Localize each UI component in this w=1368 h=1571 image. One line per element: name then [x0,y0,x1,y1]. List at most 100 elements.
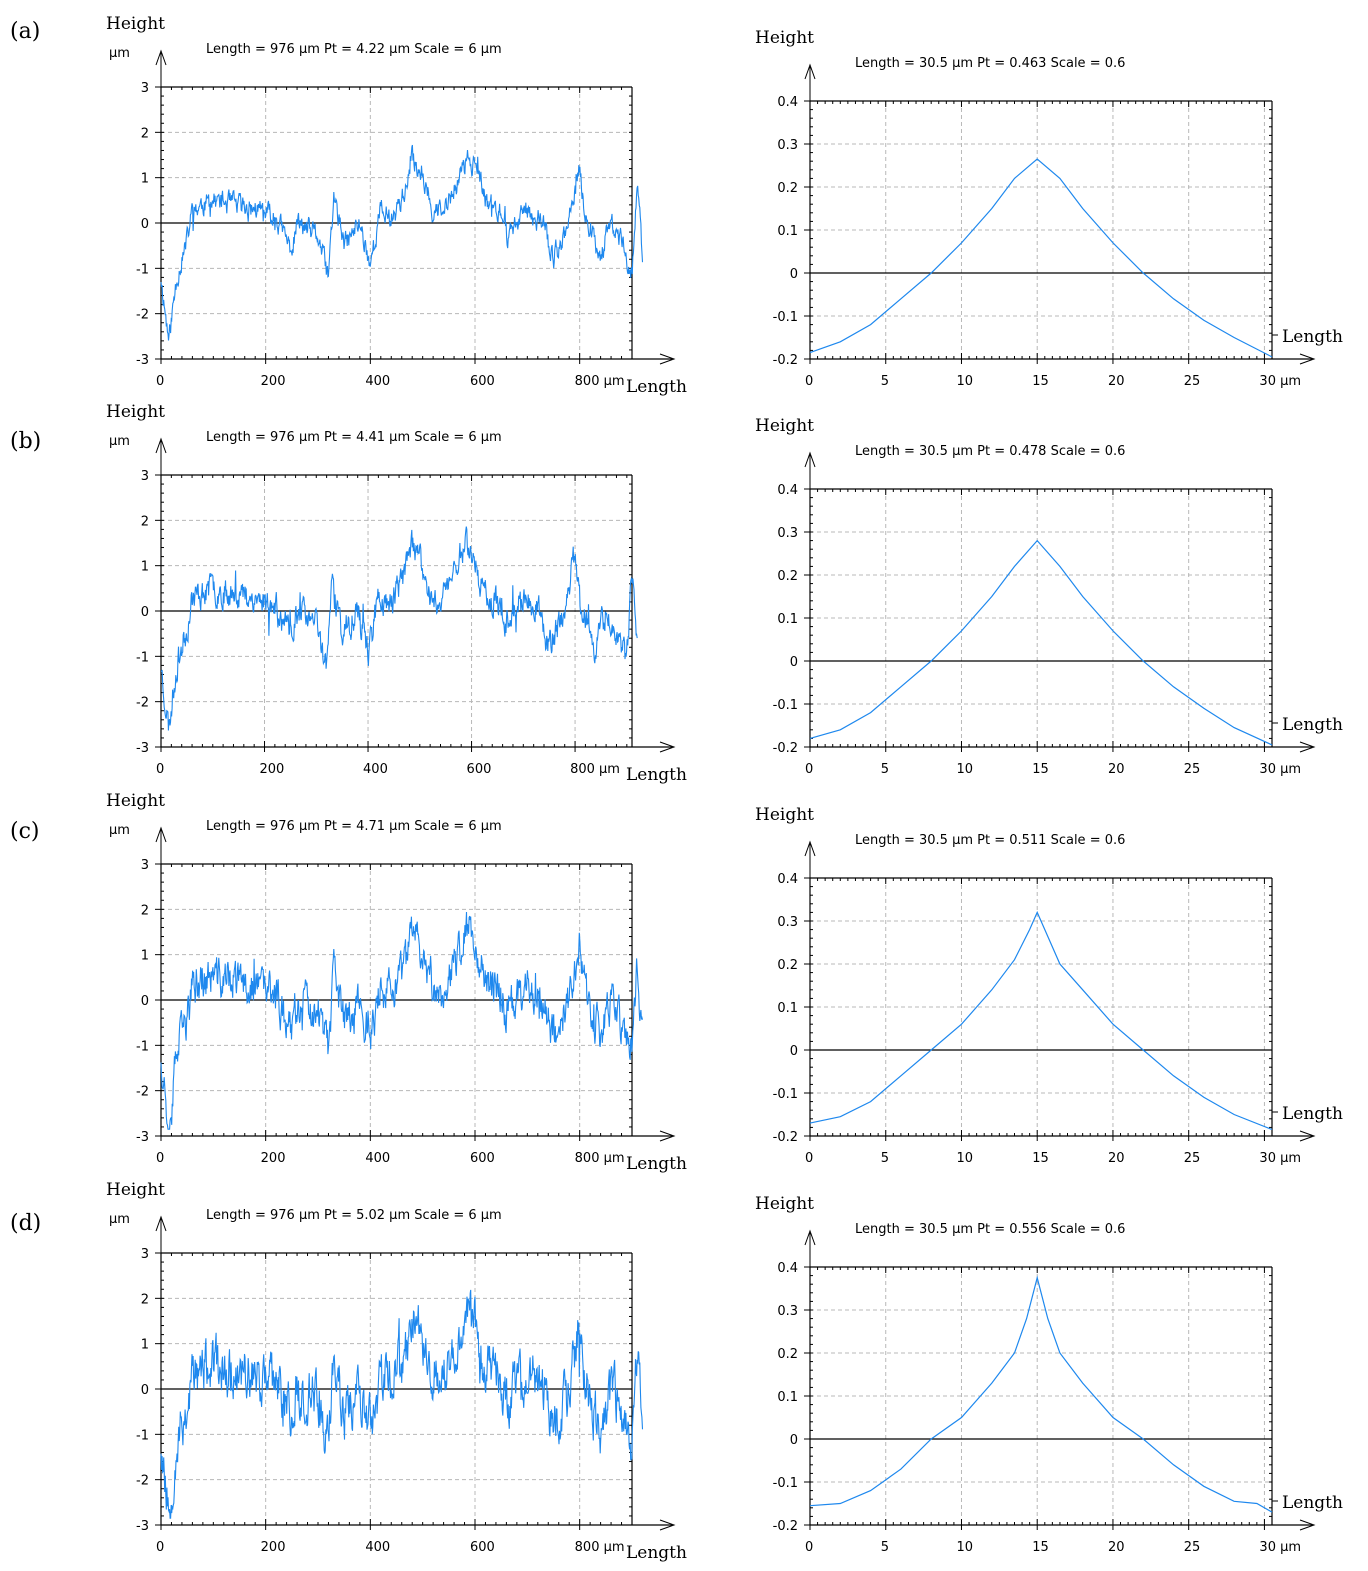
series-line [809,539,1273,746]
x-axis-arrow [659,1519,676,1531]
y-tick-label: 0.2 [777,1347,798,1362]
x-tick-label: 5 [881,762,889,777]
y-tick-label: 3 [141,469,149,484]
x-tick-label: 15 [1032,1540,1049,1555]
y-tick-label: -1 [136,262,149,277]
y-axis-title: Height [106,1180,165,1200]
x-axis-arrow [659,741,676,753]
x-tick-label: 15 [1032,374,1049,389]
chart-header: Length = 30.5 µm Pt = 0.556 Scale = 0.6 [855,1222,1125,1237]
y-tick-label: -0.1 [773,698,798,713]
x-tick-label: 5 [881,1540,889,1555]
y-tick-label: 1 [141,949,149,964]
y-tick-label: 2 [141,126,149,141]
y-tick-label: 0 [141,605,149,620]
y-tick-label: 3 [141,1247,149,1262]
chart-profile-b: 3 2 1 0 -1 -2 -3 0 200 400 600 800 µm Height µm Length… [106,402,687,785]
series-line [160,526,638,731]
y-tick-label: 0 [790,267,798,282]
y-tick-label: 1 [141,172,149,187]
x-axis-title: Length [1282,715,1343,735]
series-line [160,1289,644,1519]
y-tick-label: 0.4 [777,1261,798,1276]
chart-header: Length = 976 µm Pt = 5.02 µm Scale = 6 µ… [206,1208,502,1223]
y-axis-unit: µm [109,434,130,449]
x-tick-label: 15 [1032,762,1049,777]
x-tick-label: 400 [365,1151,390,1166]
y-axis-unit: µm [109,823,130,838]
y-tick-label: 0.3 [777,1304,798,1319]
x-axis-arrow [1299,1130,1316,1142]
y-tick-label: 0.4 [777,872,798,887]
y-axis-title: Height [106,791,165,811]
x-tick-label: 0 [805,1151,813,1166]
y-tick-label: 0.4 [777,483,798,498]
x-tick-label: 30 µm [1259,374,1301,389]
y-axis-unit: µm [109,1212,130,1227]
x-tick-label: 25 [1184,1151,1201,1166]
panel-label-a: (a) [10,19,40,44]
chart-acf-c: 0.4 0.3 0.2 0.1 0 -0.1 -0.2 0 5 10 15 20 25 30 µm Heig… [755,805,1343,1166]
y-tick-label: 2 [141,1292,149,1307]
x-tick-label: 800 µm [575,1151,625,1166]
x-tick-label: 800 µm [570,762,620,777]
y-axis-arrow [804,451,816,468]
y-tick-label: 0.1 [777,224,798,239]
y-axis-arrow [155,1215,167,1232]
x-axis-arrow [1299,741,1316,753]
x-axis-title: Length [626,1543,687,1563]
y-tick-label: 0.1 [777,1001,798,1016]
y-tick-label: -1 [136,650,149,665]
x-axis-arrow [1299,1519,1316,1531]
y-axis-arrow [155,49,167,66]
y-tick-label: -0.2 [773,353,798,368]
x-axis-title: Length [626,1154,687,1174]
y-tick-label: 3 [141,81,149,96]
y-tick-label: 1 [141,1338,149,1353]
x-tick-label: 200 [261,1151,286,1166]
x-tick-label: 0 [805,374,813,389]
y-axis-arrow [155,826,167,843]
y-axis-title: Height [106,14,165,34]
x-tick-label: 5 [881,1151,889,1166]
x-axis-arrow [659,353,676,365]
chart-acf-a: 0.4 0.3 0.2 0.1 0 -0.1 -0.2 0 5 10 15 20 25 30 µm Heig… [755,28,1343,389]
x-axis-title: Length [626,765,687,785]
x-tick-label: 600 [467,762,492,777]
panel-label-d: (d) [10,1211,41,1236]
series-line [809,1275,1273,1513]
y-axis-arrow [155,437,167,454]
x-tick-label: 20 [1108,374,1125,389]
x-tick-label: 400 [365,374,390,389]
y-tick-label: -3 [136,741,149,756]
y-axis-title: Height [755,416,814,436]
y-tick-label: -3 [136,353,149,368]
y-tick-label: -1 [136,1039,149,1054]
x-tick-label: 600 [470,1151,495,1166]
y-tick-label: 0 [141,1383,149,1398]
y-tick-label: 0.3 [777,526,798,541]
y-axis-title: Height [106,402,165,422]
y-tick-label: 2 [141,514,149,529]
x-tick-label: 200 [261,374,286,389]
x-tick-label: 5 [881,374,889,389]
x-tick-label: 600 [470,374,495,389]
x-tick-label: 0 [805,1540,813,1555]
x-tick-label: 20 [1108,1540,1125,1555]
y-tick-label: -3 [136,1130,149,1145]
y-tick-label: 0 [141,994,149,1009]
y-tick-label: 2 [141,903,149,918]
chart-acf-d: 0.4 0.3 0.2 0.1 0 -0.1 -0.2 0 5 10 15 20 25 30 µm Heig… [755,1194,1343,1555]
y-tick-label: -2 [136,1474,149,1489]
y-tick-label: 0.2 [777,958,798,973]
y-axis-arrow [804,63,816,80]
y-tick-label: 1 [141,560,149,575]
x-tick-label: 10 [956,374,973,389]
series-line [160,911,644,1130]
x-tick-label: 800 µm [575,1540,625,1555]
x-tick-label: 15 [1032,1151,1049,1166]
x-tick-label: 800 µm [575,374,625,389]
chart-profile-c: 3 2 1 0 -1 -2 -3 0 200 400 600 800 µm Height µm Length… [106,791,687,1174]
